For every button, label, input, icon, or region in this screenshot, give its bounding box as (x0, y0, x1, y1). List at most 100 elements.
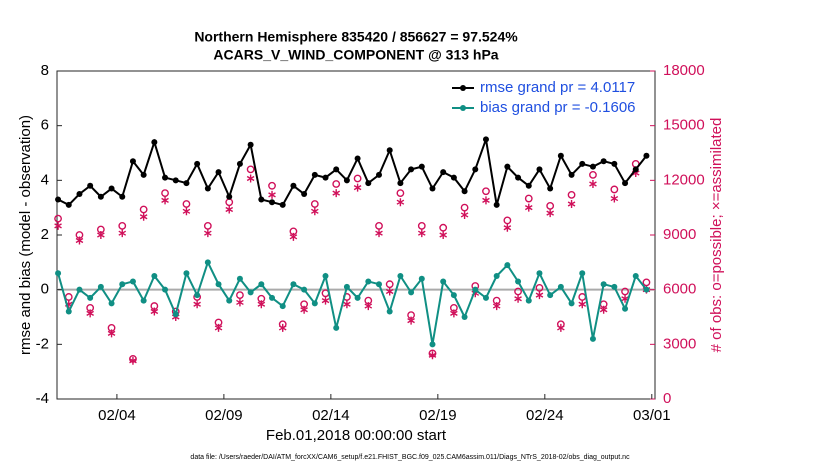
obs-possible (460, 203, 469, 212)
obs-assimilated (268, 190, 276, 199)
y2-tick-label: 0 (663, 390, 671, 407)
obs-assimilated (332, 189, 341, 198)
obs-assimilated (75, 236, 84, 245)
point (97, 283, 104, 290)
y-tick-label: 8 (41, 62, 49, 79)
point (589, 163, 596, 170)
obs-possible (385, 280, 394, 289)
obs-assimilated (246, 174, 255, 183)
point (386, 147, 393, 154)
point (215, 281, 222, 288)
x-axis-label: Feb.01,2018 00:00:00 start (266, 427, 447, 444)
point (301, 286, 308, 293)
y-tick-label: 6 (41, 117, 49, 134)
point (279, 303, 286, 310)
point (204, 259, 211, 266)
point (440, 278, 447, 285)
point (622, 305, 629, 312)
point (536, 166, 543, 173)
obs-assimilated (589, 179, 597, 188)
point (129, 278, 136, 285)
obs-possible (589, 170, 597, 179)
point (87, 294, 94, 301)
point (55, 196, 62, 203)
point (354, 294, 361, 301)
point (162, 174, 169, 181)
plot-area (56, 70, 656, 400)
obs-assimilated (417, 229, 426, 238)
obs-assimilated (482, 196, 490, 205)
obs-assimilated (353, 183, 362, 192)
point (226, 193, 233, 200)
obs-assimilated (214, 323, 223, 332)
obs-possible (353, 174, 362, 183)
obs-possible (268, 181, 276, 190)
obs-assimilated (407, 316, 415, 325)
obs-possible (535, 283, 544, 292)
point (600, 281, 607, 288)
point (376, 281, 382, 288)
obs-possible (482, 187, 490, 196)
point (397, 273, 404, 279)
point (557, 152, 564, 159)
point (140, 171, 147, 178)
obs-assimilated (578, 300, 587, 309)
x-tick-label: 02/14 (312, 407, 350, 424)
point (547, 185, 554, 192)
obs-assimilated (86, 309, 94, 318)
point (290, 281, 297, 288)
obs-assimilated (139, 212, 148, 221)
obs-assimilated (535, 291, 544, 300)
x-tick-label: 02/04 (98, 407, 136, 424)
point (269, 199, 276, 206)
obs-assimilated (428, 351, 437, 360)
point (536, 270, 543, 277)
obs-possible (182, 200, 191, 208)
point (365, 180, 372, 187)
obs-assimilated (129, 356, 137, 365)
point (172, 177, 179, 184)
obs-possible (236, 291, 244, 300)
obs-assimilated (225, 205, 234, 214)
point (129, 158, 136, 165)
obs-assimilated (396, 198, 405, 207)
point (568, 171, 575, 178)
obs-possible (118, 221, 127, 230)
point (461, 188, 468, 195)
point (354, 155, 361, 162)
point (322, 174, 329, 181)
obs-assimilated (524, 203, 533, 212)
point (579, 160, 586, 167)
point (557, 283, 564, 290)
obs-possible (610, 185, 619, 194)
obs-possible (54, 214, 62, 223)
point (119, 193, 126, 200)
chart-subtitle: ACARS_V_WIND_COMPONENT @ 313 hPa (213, 47, 498, 63)
legend-label: bias grand pr = -0.1606 (480, 99, 636, 116)
obs-assimilated (236, 298, 244, 307)
point (343, 283, 350, 290)
obs-possible (203, 221, 212, 230)
obs-assimilated (150, 307, 159, 316)
obs-possible (396, 189, 405, 197)
point (643, 152, 650, 159)
point (450, 292, 457, 299)
point (622, 180, 629, 187)
point (236, 160, 243, 167)
obs-assimilated (97, 231, 105, 239)
chart-title: Northern Hemisphere 835420 / 856627 = 97… (194, 29, 518, 45)
point (493, 201, 500, 208)
y-tick-label: -4 (36, 390, 49, 407)
obs-assimilated (118, 229, 127, 238)
obs-assimilated (321, 296, 330, 305)
point (65, 201, 72, 208)
point (194, 292, 201, 299)
obs-possible (503, 216, 512, 225)
point (365, 278, 372, 285)
obs-assimilated (375, 229, 383, 238)
y-tick-label: 0 (41, 281, 49, 298)
point (269, 294, 276, 301)
point (482, 294, 489, 301)
point (333, 324, 340, 331)
